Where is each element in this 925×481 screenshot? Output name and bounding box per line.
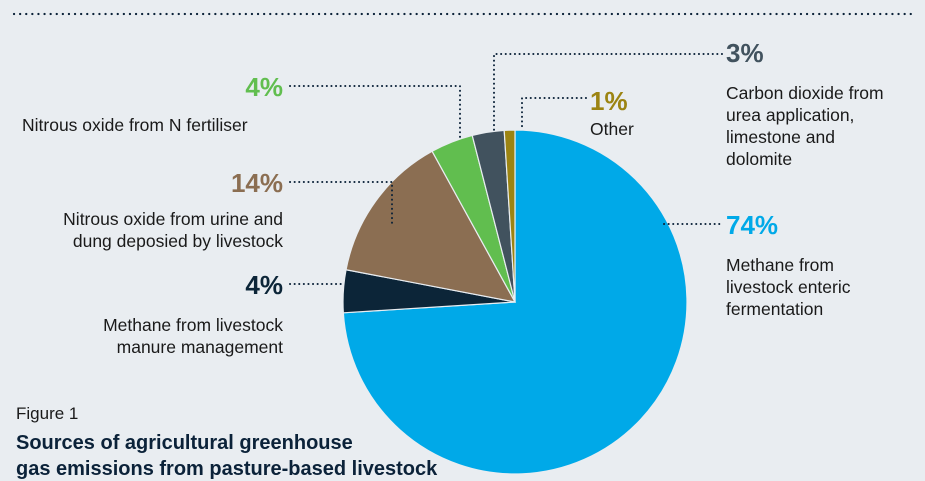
slice-desc-enteric-methane: Methane from livestock enteric fermentat… bbox=[726, 255, 851, 319]
slice-desc-other: Other bbox=[590, 119, 634, 139]
slice-desc-fertiliser-n2o: Nitrous oxide from N fertiliser bbox=[22, 115, 248, 135]
slice-label-manure-methane: 4% bbox=[245, 270, 283, 300]
slice-desc-urea-co2: Carbon dioxide from urea application, li… bbox=[726, 83, 884, 169]
figure-label: Figure 1 bbox=[16, 404, 79, 423]
slice-other bbox=[503, 129, 516, 303]
slice-label-other: 1% bbox=[590, 86, 628, 116]
leader-other bbox=[521, 97, 587, 131]
slice-label-enteric-methane: 74% bbox=[726, 210, 779, 240]
leader-fertiliser-n2o bbox=[289, 85, 461, 141]
figure-title: Sources of agricultural greenhouse bbox=[16, 432, 353, 454]
slice-urine-dung-n2o bbox=[345, 150, 517, 303]
slice-desc-urine-dung-n2o: Nitrous oxide from urine and dung deposi… bbox=[63, 209, 283, 251]
slice-label-urea-co2: 3% bbox=[726, 38, 764, 68]
figure-title-continued: gas emissions from pasture-based livesto… bbox=[16, 458, 438, 480]
slice-label-urine-dung-n2o: 14% bbox=[230, 168, 283, 198]
leader-urine-dung-n2o bbox=[289, 181, 393, 227]
slice-desc-manure-methane: Methane from livestock manure management bbox=[103, 315, 283, 357]
slice-label-fertiliser-n2o: 4% bbox=[245, 72, 283, 102]
